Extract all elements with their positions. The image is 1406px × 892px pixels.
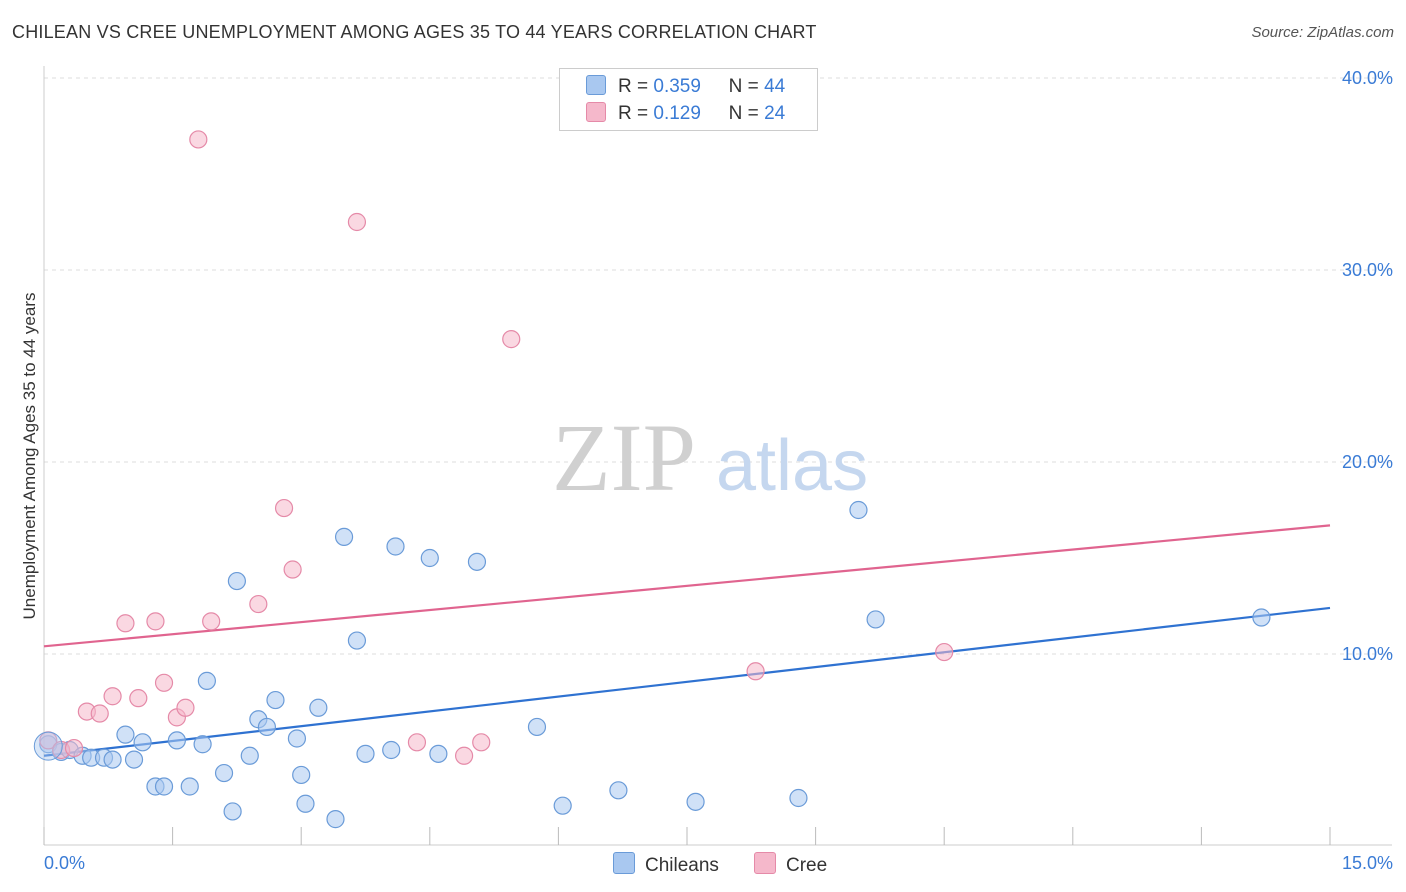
chileans-point: [103, 750, 122, 769]
chileans-point: [154, 777, 174, 796]
chileans-swatch: [613, 852, 635, 874]
legend-n-value: 24: [764, 103, 786, 124]
chileans-point: [347, 631, 367, 650]
legend-row-cree: R = 0.129 N = 24: [586, 102, 785, 126]
watermark-zip: ZIP: [552, 404, 696, 511]
cree-point: [407, 733, 427, 752]
chileans-point: [240, 746, 259, 765]
legend-row-chileans: R = 0.359 N = 44: [586, 75, 785, 99]
cree-point: [202, 612, 221, 631]
chileans-point: [257, 717, 277, 737]
chileans-point: [429, 744, 448, 763]
axes: [43, 66, 1392, 846]
cree-swatch: [754, 852, 776, 874]
cree-point: [454, 746, 474, 765]
chileans-point: [356, 744, 375, 763]
chileans-point: [789, 788, 808, 808]
chileans-point: [214, 763, 234, 783]
chileans-point: [133, 733, 152, 752]
chileans-point: [223, 802, 242, 821]
chileans-point: [116, 725, 135, 744]
y-tick-label: 10.0%: [1342, 644, 1393, 664]
cree-point: [154, 673, 174, 692]
chileans-point: [292, 765, 311, 785]
y-tick-label: 20.0%: [1342, 452, 1393, 472]
legend-label-cree: Cree: [786, 855, 828, 876]
cree-point: [116, 614, 135, 633]
watermark-atlas: atlas: [716, 426, 868, 506]
chileans-point: [287, 729, 307, 748]
chileans-point: [334, 527, 354, 546]
cree-point: [176, 698, 195, 717]
chileans-point: [309, 698, 328, 717]
chileans-point: [686, 792, 705, 811]
tick-labels: 10.0% 20.0% 30.0% 40.0% 0.0% 15.0%: [44, 68, 1393, 873]
legend-r-label: R =: [618, 103, 649, 124]
cree-point: [103, 687, 122, 706]
chileans-point: [420, 548, 439, 568]
chileans-point: [124, 750, 144, 769]
cree-point: [935, 642, 954, 662]
chileans-point: [193, 735, 212, 754]
cree-point: [146, 612, 165, 631]
chileans-point-cluster: [33, 731, 63, 761]
cree-swatch: [586, 102, 606, 122]
cree-point: [283, 560, 302, 579]
cree-point: [129, 689, 148, 708]
cree-point: [502, 330, 521, 349]
chileans-point: [197, 671, 216, 690]
y-tick-label: 30.0%: [1342, 260, 1393, 280]
chileans-point: [1252, 608, 1271, 627]
legend-r-value: 0.129: [653, 103, 701, 124]
legend-n-value: 44: [764, 76, 786, 97]
chileans-point: [326, 810, 345, 829]
chileans-point: [180, 777, 199, 796]
cree-point: [472, 733, 491, 752]
cree-point: [64, 738, 84, 758]
cree-trend-line: [43, 524, 1331, 648]
y-tick-label: 40.0%: [1342, 68, 1393, 88]
chileans-point: [849, 500, 868, 520]
source-credit: Source: ZipAtlas.com: [1251, 24, 1394, 41]
cree-point: [189, 130, 208, 149]
legend-n-label: N =: [728, 76, 759, 97]
chileans-point: [296, 794, 315, 813]
trend-lines: [43, 524, 1331, 757]
chileans-point: [167, 731, 186, 750]
legend-item-cree[interactable]: Cree: [754, 852, 827, 877]
chileans-point: [609, 781, 628, 800]
grid-lines: [44, 77, 1392, 655]
x-tick-label: 0.0%: [44, 853, 85, 873]
legend-item-chileans[interactable]: Chileans: [613, 852, 719, 877]
cree-point: [347, 212, 367, 232]
chileans-point: [227, 571, 246, 591]
chileans-point: [467, 552, 487, 571]
cree-point: [274, 498, 294, 518]
chileans-point: [382, 740, 401, 760]
cree-point: [90, 704, 109, 723]
legend-n-label: N =: [728, 103, 759, 124]
legend-label-chileans: Chileans: [645, 855, 719, 876]
legend-r-value: 0.359: [653, 76, 701, 97]
chileans-point: [266, 690, 285, 710]
data-points: [33, 130, 1271, 829]
correlation-legend: R = 0.359 N = 44 R = 0.129 N = 24: [559, 68, 818, 131]
chart-title: CHILEAN VS CREE UNEMPLOYMENT AMONG AGES …: [12, 22, 817, 42]
x-tick-label: 15.0%: [1342, 853, 1393, 873]
chileans-swatch: [586, 75, 606, 95]
cree-point: [746, 662, 765, 681]
chileans-point: [386, 537, 405, 556]
chileans-point: [553, 796, 572, 815]
legend-r-label: R =: [618, 76, 649, 97]
cree-point: [249, 594, 268, 614]
chileans-trend-line: [43, 606, 1331, 757]
chileans-point: [866, 610, 885, 629]
chileans-point: [527, 717, 547, 737]
